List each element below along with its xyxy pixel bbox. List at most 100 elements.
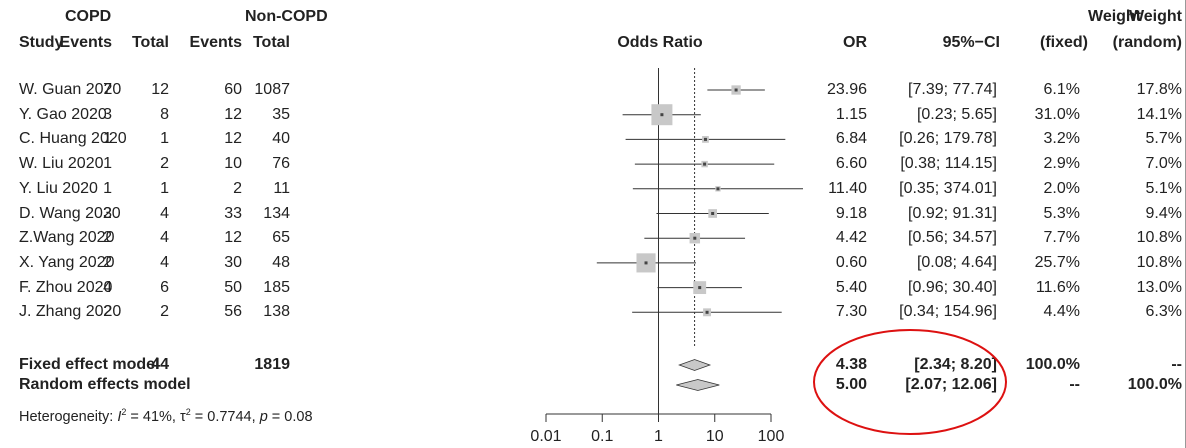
noncopd-total: 76 [272,155,290,173]
header-non-copd: Non-COPD [245,8,328,25]
fixed-total-copd: 44 [151,356,169,373]
ci-value: [0.23; 5.65] [916,105,997,123]
noncopd-total: 48 [272,253,290,271]
noncopd-total: 65 [272,229,290,247]
copd-events: 1 [103,155,112,173]
or-value: 6.60 [835,155,867,173]
study-name: D. Wang 2020 [19,204,121,222]
noncopd-total: 35 [272,105,290,123]
header-weight-fixed: Weight [1088,8,1142,25]
fixed-model-label: Fixed effect model [19,356,160,373]
ci-value: [0.08; 4.64] [916,253,997,271]
tau-superscript: 2 [185,407,191,417]
ci-value: [0.96; 30.40] [908,278,997,296]
copd-total: 4 [160,253,169,271]
header-total-copd: Total [131,34,169,51]
copd-events: 1 [103,130,112,148]
ci-value: [0.56; 34.57] [908,229,997,247]
header-or: OR [843,34,867,51]
heterogeneity-text: Heterogeneity: I2 = 41%, τ2 = 0.7744, p … [19,403,313,426]
weight-random: 10.8% [1136,229,1182,247]
copd-events: 7 [103,81,112,98]
copd-events: 3 [103,204,112,222]
noncopd-total: 1087 [254,81,290,98]
noncopd-total: 40 [272,130,290,148]
fixed-weight-fixed: 100.0% [1025,356,1080,373]
ci-value: [0.92; 91.31] [908,204,997,222]
random-ci: [2.07; 12.06] [905,376,997,393]
weight-random: 5.1% [1145,179,1182,197]
i-superscript: 2 [121,407,127,417]
weight-random: 9.4% [1145,204,1182,222]
header-fixed: (fixed) [1040,34,1088,51]
header-events-copd: Events [59,34,112,51]
fixed-ci: [2.34; 8.20] [914,356,997,373]
or-value: 7.30 [835,303,867,321]
copd-total: 1 [160,179,169,197]
fixed-or: 4.38 [835,356,867,373]
p-symbol: p [259,408,268,425]
study-name: X. Yang 2020 [19,253,115,271]
tau-value: = 0.7744, [190,408,260,425]
tau-symbol: τ [180,408,186,425]
weight-random: 14.1% [1136,105,1182,123]
weight-fixed: 7.7% [1043,229,1080,247]
fixed-total-noncopd: 1819 [254,356,290,373]
study-name: C. Huang 2020 [19,130,127,148]
header-events-noncopd: Events [189,34,242,51]
point-estimate [703,162,707,166]
ci-value: [7.39; 77.74] [908,81,997,98]
x-tick-label: 0.1 [591,428,614,445]
header-study: Study [19,34,64,51]
random-weight-random: 100.0% [1127,376,1182,393]
i-symbol: I [117,408,122,425]
or-value: 0.60 [835,253,867,271]
weight-random: 6.3% [1145,303,1182,321]
or-value: 11.40 [828,179,867,197]
i-value: = 41%, [126,408,180,425]
x-tick-label: 1 [654,428,663,445]
noncopd-total: 185 [263,278,290,296]
fixed-weight-random: -- [1171,356,1182,373]
weight-fixed: 31.0% [1034,105,1080,123]
study-name: Y. Liu 2020 [19,179,98,197]
weight-fixed: 2.9% [1043,155,1080,173]
study-name: Z.Wang 2020 [19,229,115,247]
study-name: J. Zhang 2020 [19,303,122,321]
or-value: 23.96 [826,81,867,98]
noncopd-events: 50 [224,278,242,296]
weight-fixed: 2.0% [1043,179,1080,197]
p-value: = 0.08 [267,408,313,425]
header-copd: COPD [65,8,112,25]
noncopd-events: 33 [224,204,242,222]
point-estimate [734,88,738,92]
noncopd-events: 12 [224,105,242,123]
x-tick-label: 10 [705,428,724,445]
ci-value: [0.26; 179.78] [899,130,997,148]
ci-value: [0.34; 154.96] [899,303,997,321]
weight-random: 13.0% [1136,278,1182,296]
weight-random: 10.8% [1136,253,1182,271]
or-value: 1.15 [835,105,867,123]
copd-total: 4 [160,204,169,222]
fixed-effect-diamond [678,359,712,371]
x-tick-label: 100 [757,428,785,445]
copd-events: 2 [103,229,112,247]
copd-events: 2 [103,303,112,321]
or-value: 4.42 [835,229,867,247]
noncopd-total: 134 [263,204,290,222]
noncopd-events: 2 [233,179,242,197]
random-weight-fixed: -- [1069,376,1080,393]
header-random: (random) [1112,34,1182,51]
header-total-noncopd: Total [252,34,290,51]
ci-value: [0.38; 114.15] [900,155,997,173]
random-effects-diamond [676,379,720,391]
point-estimate [705,310,709,314]
random-or: 5.00 [835,376,867,393]
noncopd-total: 11 [273,179,290,197]
copd-events: 2 [103,253,112,271]
copd-total: 1 [160,130,169,148]
header-weight-random: Weight [1128,8,1182,25]
header-odds-ratio: Odds Ratio [617,34,703,51]
